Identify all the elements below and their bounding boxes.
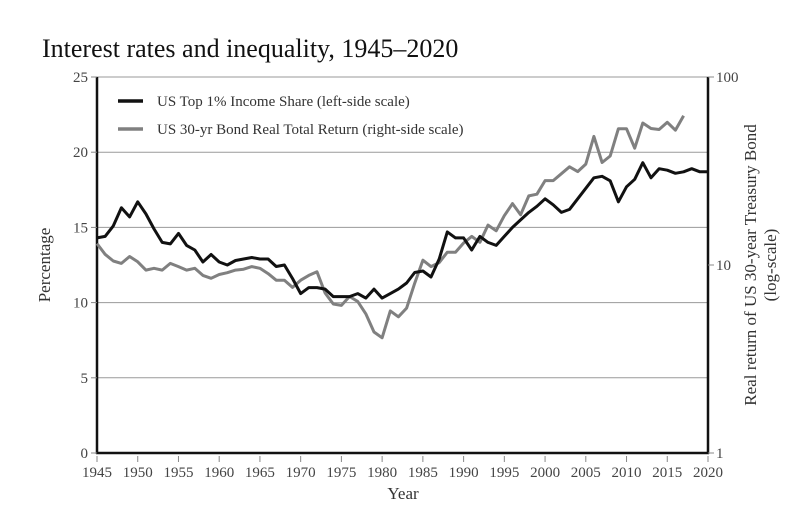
x-tick-label: 1960 — [204, 465, 234, 481]
y2-axis-label: Real return of US 30-year Treasury Bond — [741, 124, 760, 406]
x-tick-label: 1970 — [286, 465, 316, 481]
y2-tick-label: 1 — [716, 446, 724, 462]
legend: US Top 1% Income Share (left-side scale)… — [118, 94, 464, 138]
chart-title: Interest rates and inequality, 1945–2020 — [42, 34, 459, 63]
y-tick-label: 10 — [73, 296, 88, 312]
y2-axis-label-sub: (log-scale) — [761, 229, 780, 302]
y-tick-label: 25 — [73, 70, 88, 86]
y-axis-ticks: 0 5 10 15 20 25 — [73, 70, 97, 462]
x-tick-label: 1990 — [449, 465, 479, 481]
x-tick-label: 2005 — [571, 465, 601, 481]
x-tick-label: 1985 — [408, 465, 438, 481]
y2-tick-label: 10 — [716, 258, 731, 274]
x-tick-label: 1950 — [123, 465, 153, 481]
x-tick-label: 1965 — [245, 465, 275, 481]
y-tick-label: 0 — [81, 446, 89, 462]
legend-label: US 30-yr Bond Real Total Return (right-s… — [157, 122, 464, 138]
y-axis-label: Percentage — [35, 228, 54, 303]
x-axis-label: Year — [387, 484, 419, 503]
y2-tick-label: 100 — [716, 70, 739, 86]
x-tick-label: 2000 — [530, 465, 560, 481]
x-tick-label: 2015 — [652, 465, 682, 481]
gridlines — [97, 76, 708, 379]
y-tick-label: 15 — [73, 220, 88, 236]
series-lines — [95, 115, 709, 340]
y-tick-label: 20 — [73, 145, 88, 161]
y2-axis-ticks: 1 10 100 — [708, 70, 739, 462]
income-share-line — [96, 161, 708, 300]
x-tick-label: 1945 — [82, 465, 112, 481]
y-tick-label: 5 — [81, 371, 89, 387]
x-tick-label: 2010 — [612, 465, 642, 481]
x-axis-ticks: 1945 1950 1955 1960 1965 1970 1975 1980 1985 1990… — [82, 456, 723, 481]
x-tick-label: 1995 — [489, 465, 519, 481]
x-tick-label: 1955 — [163, 465, 193, 481]
x-tick-label: 1975 — [326, 465, 356, 481]
legend-label: US Top 1% Income Share (left-side scale) — [157, 94, 410, 110]
bond-return-line — [95, 115, 685, 340]
x-tick-label: 1980 — [367, 465, 397, 481]
x-tick-label: 2020 — [693, 465, 723, 481]
